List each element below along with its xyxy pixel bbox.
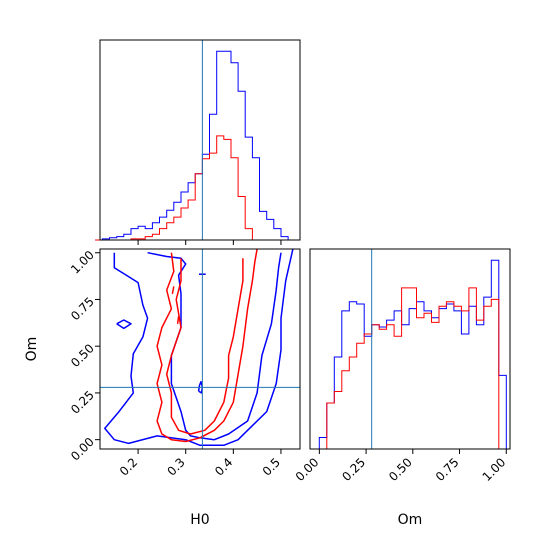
contour-blue-level-4 [197,380,204,394]
y-axis-label-om: Om [24,337,40,362]
contour-lines [100,249,300,449]
contour-y-tick-label-0.50: 0.50 [68,341,97,370]
contour-x-tick-label-0.2: 0.2 [117,455,140,478]
contour-marks [100,249,300,449]
contour-red-level-0 [156,249,258,443]
contour-x-ticks: 0.2 0.3 0.4 0.5 [117,449,283,479]
om-histogram-x-ticks: 0.00 0.25 0.50 0.75 1.00 [293,449,509,484]
om-histogram-x-tick-label-1.00: 1.00 [480,455,509,484]
h0-histogram-panel [95,39,301,245]
contour-blue-level-2 [116,319,132,330]
h0-histogram-series-red [95,135,296,241]
om-histogram-series-red [319,287,507,450]
om-histogram-x-tick-label-0.25: 0.25 [339,455,368,484]
om-histogram-x-tick-label-0.00: 0.00 [293,455,322,484]
x-axis-label-om: Om [398,512,423,528]
contour-red-level-2 [171,286,175,295]
contour-x-tick-label-0.3: 0.3 [164,455,187,478]
om-histogram-x-tick-label-0.50: 0.50 [386,455,415,484]
contour-y-tick-label-0.00: 0.00 [68,435,97,464]
contour-y-tick-label-0.75: 0.75 [68,295,97,324]
om-histogram-panel: 0.00 0.25 0.50 0.75 1.00 Om [293,248,511,528]
contour-x-tick-label-0.4: 0.4 [212,455,235,478]
contour-blue-level-1 [104,249,294,447]
contour-y-tick-label-1.00: 1.00 [68,248,97,277]
contour-y-ticks: 0.00 0.25 0.50 0.75 1.00 [68,248,100,464]
contour-red-level-3 [176,316,180,324]
h0-histogram-marks [95,40,296,241]
contour-x-tick-label-0.5: 0.5 [260,455,283,478]
h0-om-contour-panel: 0.2 0.3 0.4 0.5 0.00 0.25 0.50 0.75 1.00 H0 Om [24,248,301,528]
x-axis-label-h0: H0 [190,512,209,528]
om-histogram-marks [318,249,507,450]
h0-histogram-x-ticks [137,240,282,245]
contour-y-tick-label-0.25: 0.25 [68,388,97,417]
contour-red-level-1 [165,258,244,435]
om-histogram-x-tick-label-0.75: 0.75 [433,455,462,484]
